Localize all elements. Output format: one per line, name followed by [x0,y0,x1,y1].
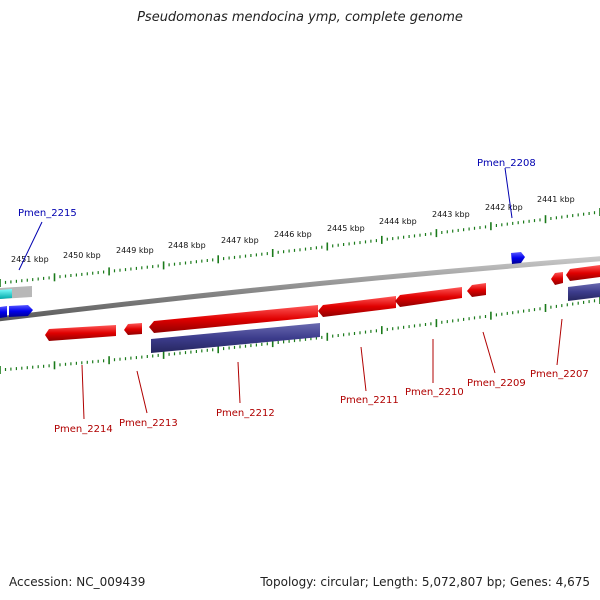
scale-label: 2442 kbp [485,203,523,212]
gene-arrow-pmen-2207[interactable] [551,272,563,285]
gene-label-pmen-2214[interactable]: Pmen_2214 [54,424,113,435]
gene-arrow-right-red[interactable] [566,265,600,281]
scale-label: 2449 kbp [116,246,154,255]
scale-label: 2451 kbp [11,255,49,264]
scale-label: 2441 kbp [537,195,575,204]
gene-label-pmen-2208[interactable]: Pmen_2208 [477,158,536,169]
gene-arrow-pmen-2215[interactable] [9,305,33,317]
genome-backbone [0,256,600,322]
gene-arrow-pmen-2212[interactable] [149,305,318,333]
scale-label: 2445 kbp [327,224,365,233]
accession-text: Accession: NC_009439 [9,575,146,589]
scale-labels: 2451 kbp 2450 kbp 2449 kbp 2448 kbp 2447… [11,195,575,264]
genome-title: Pseudomonas mendocina ymp, complete geno… [137,10,463,25]
scale-label: 2448 kbp [168,241,206,250]
gene-arrow-pmen-2211[interactable] [318,296,396,317]
scale-label: 2447 kbp [221,236,259,245]
match-bar-pmen-2212 [151,323,320,353]
genome-summary-text: Topology: circular; Length: 5,072,807 bp… [260,575,590,589]
gene-label-pmen-2209[interactable]: Pmen_2209 [467,378,526,389]
gene-arrow-pmen-2208[interactable] [511,252,525,264]
gene-arrow-pmen-2209[interactable] [467,283,486,297]
gene-label-pmen-2215[interactable]: Pmen_2215 [18,208,77,219]
gene-arrow-pmen-2210[interactable] [395,287,462,307]
scale-label: 2443 kbp [432,210,470,219]
gene-label-pmen-2213[interactable]: Pmen_2213 [119,418,178,429]
feature-rna-cyan [0,289,12,299]
gene-label-pmen-2207[interactable]: Pmen_2207 [530,369,589,380]
gene-label-pmen-2210[interactable]: Pmen_2210 [405,387,464,398]
gene-arrow-pmen-2214[interactable] [45,325,116,341]
scale-label: 2444 kbp [379,217,417,226]
scale-label: 2446 kbp [274,230,312,239]
inner-scale-ticks [0,296,600,374]
gene-label-pmen-2211[interactable]: Pmen_2211 [340,395,399,406]
gene-labels: Pmen_2215 Pmen_2208 Pmen_2214 Pmen_2213 … [18,158,589,435]
gene-arrow-pmen-2213[interactable] [124,323,142,335]
outer-scale-ticks [0,208,600,287]
gene-label-pmen-2212[interactable]: Pmen_2212 [216,408,275,419]
gene-arrow-left-blue[interactable] [0,306,7,318]
gene-label-leaders [18,167,563,420]
match-bar-right [568,283,600,301]
scale-label: 2450 kbp [63,251,101,260]
